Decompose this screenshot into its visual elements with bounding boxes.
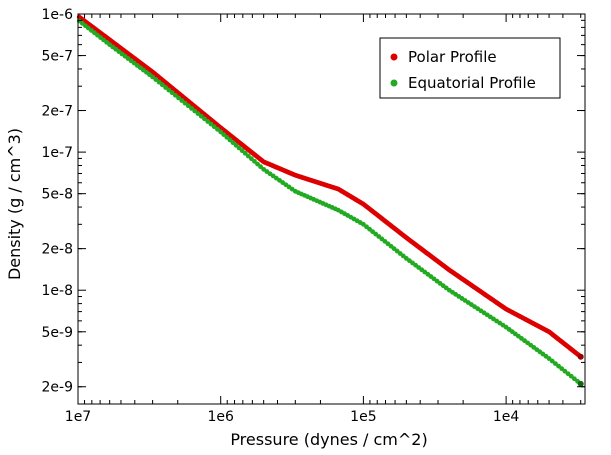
data-point: [192, 108, 198, 114]
legend-label: Equatorial Profile: [408, 74, 536, 92]
plot-frame: [77, 13, 586, 405]
y-tick-label: 1e-8: [42, 283, 73, 299]
x-axis-label: Pressure (dynes / cm^2): [230, 430, 427, 449]
data-point: [189, 105, 194, 111]
data-point: [176, 95, 181, 101]
legend-box: [379, 37, 561, 99]
y-tick-label: 1e-6: [42, 7, 74, 23]
data-point: [156, 79, 162, 85]
data-point: [166, 87, 172, 93]
data-point: [215, 126, 220, 132]
data-point: [153, 77, 159, 82]
data-point: [172, 92, 178, 98]
legend: Polar Profile Equatorial Profile: [379, 37, 561, 99]
y-tick-label: 2e-7: [42, 104, 73, 120]
series-polar-profile: [76, 14, 584, 360]
data-point: [163, 85, 168, 90]
y-axis-label: Density (g / cm^3): [5, 128, 24, 280]
legend-marker: [390, 79, 398, 87]
legend-marker: [390, 53, 398, 61]
y-tick-label: 5e-9: [42, 325, 73, 341]
data-point: [205, 119, 211, 124]
series-end-point: [577, 353, 584, 360]
data-point: [211, 124, 217, 130]
series-layer: [76, 14, 584, 387]
data-point: [169, 90, 175, 96]
data-point: [185, 103, 191, 109]
y-tick-label: 5e-7: [42, 49, 73, 65]
y-tick-label: 5e-8: [42, 187, 73, 203]
y-tick-label: 1e-7: [42, 145, 73, 161]
y-tick-label: 2e-8: [42, 242, 73, 258]
data-point: [195, 111, 201, 117]
axis-layer: 1e7 1e6 1e5 1e4 1e-6 5e-7 2e-7 1e-7 5e-8 2e-8 1e-8…: [42, 7, 586, 425]
x-tick-label: 1e6: [207, 409, 234, 425]
data-point: [208, 121, 214, 127]
y-tick-label: 2e-9: [42, 380, 73, 396]
x-tick-label: 1e4: [493, 409, 520, 425]
data-point: [159, 82, 165, 88]
x-tick-label: 1e7: [65, 409, 91, 425]
legend-label: Polar Profile: [408, 48, 497, 66]
data-point: [202, 116, 207, 122]
x-tick-label: 1e5: [350, 409, 376, 425]
data-point: [179, 98, 185, 103]
data-point: [182, 100, 188, 106]
data-point: [198, 113, 204, 119]
data-point: [150, 74, 156, 80]
series-end-point: [577, 380, 584, 387]
series-equatorial-profile: [76, 18, 584, 387]
